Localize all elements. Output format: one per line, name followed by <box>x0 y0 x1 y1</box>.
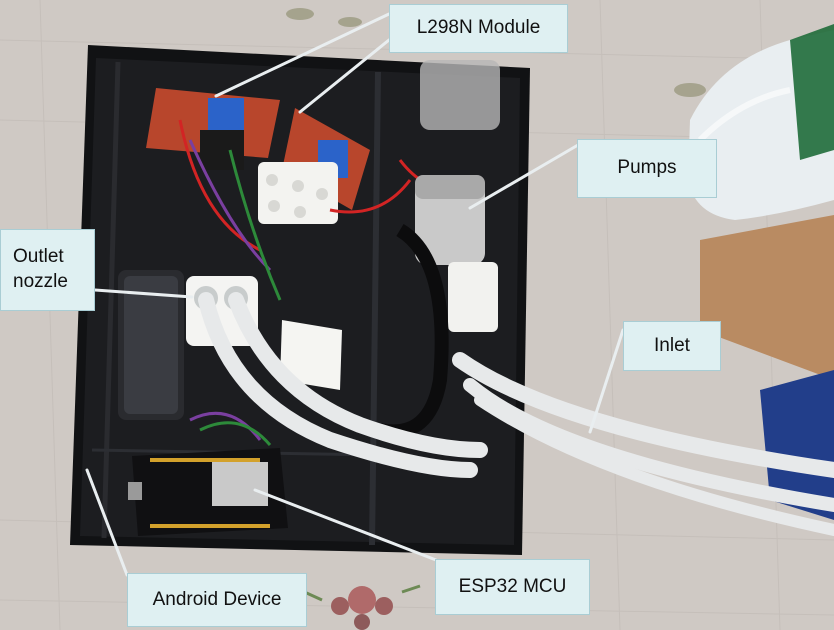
pump-unit <box>415 60 500 332</box>
carpet-leaves <box>286 8 706 97</box>
black-hose <box>378 224 449 439</box>
carpet-flower <box>299 584 421 630</box>
label-l298n-text: L298N Module <box>416 17 541 39</box>
silicone-tubing <box>198 292 834 536</box>
blue-cloth <box>760 370 834 520</box>
label-outlet-text: Outlet nozzle <box>13 246 68 292</box>
esp32-board <box>128 448 288 536</box>
label-outlet-nozzle: Outlet nozzle <box>0 229 95 311</box>
terminal-block <box>258 162 338 224</box>
cardboard-piece <box>700 215 834 380</box>
label-pumps-text: Pumps <box>617 157 677 179</box>
android-screen <box>124 276 178 414</box>
paper-note <box>280 320 342 390</box>
label-esp32-text: ESP32 MCU <box>458 575 567 597</box>
label-android-device: Android Device <box>127 573 307 627</box>
l298n-board-left <box>146 88 280 170</box>
label-esp32-mcu: ESP32 MCU <box>435 559 590 615</box>
label-inlet: Inlet <box>623 321 721 371</box>
label-android-text: Android Device <box>152 588 282 610</box>
label-inlet-text: Inlet <box>654 334 690 356</box>
water-bottle <box>688 24 834 220</box>
label-l298n-module: L298N Module <box>389 4 568 53</box>
leader-lines <box>85 12 625 577</box>
label-pumps: Pumps <box>577 139 717 198</box>
